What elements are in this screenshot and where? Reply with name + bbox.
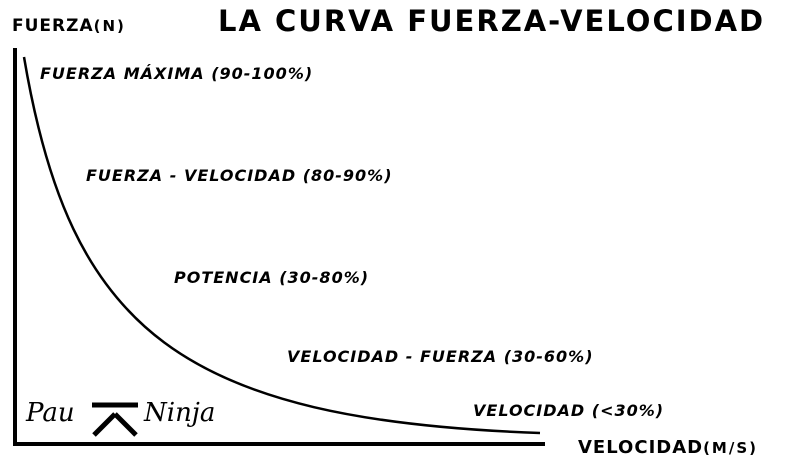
logo-text-right: Ninja xyxy=(144,398,216,428)
zone-label-speed-strength: VELOCIDAD - FUERZA (30-60%) xyxy=(287,347,594,366)
zone-label-speed: VELOCIDAD (<30%) xyxy=(473,401,665,420)
diagram-title: LA CURVA FUERZA-VELOCIDAD xyxy=(218,4,766,38)
zone-label-power: POTENCIA (30-80%) xyxy=(174,268,370,287)
zone-label-strength-speed: FUERZA - VELOCIDAD (80-90%) xyxy=(86,166,393,185)
x-axis-unit: (M/S) xyxy=(703,439,758,457)
zone-label-max-strength: FUERZA MÁXIMA (90-100%) xyxy=(40,64,314,83)
y-axis-name: FUERZA xyxy=(12,16,94,36)
force-velocity-curve xyxy=(22,56,541,435)
pau-ninja-logo: Pau Ninja xyxy=(26,396,215,442)
x-axis-name: VELOCIDAD xyxy=(578,437,704,458)
x-axis-label: VELOCIDAD(M/S) xyxy=(578,437,758,458)
y-axis-label: FUERZA(N) xyxy=(12,16,126,36)
ninja-mask-icon xyxy=(92,402,138,437)
y-axis-unit: (N) xyxy=(93,17,126,35)
logo-text-left: Pau xyxy=(26,398,75,428)
